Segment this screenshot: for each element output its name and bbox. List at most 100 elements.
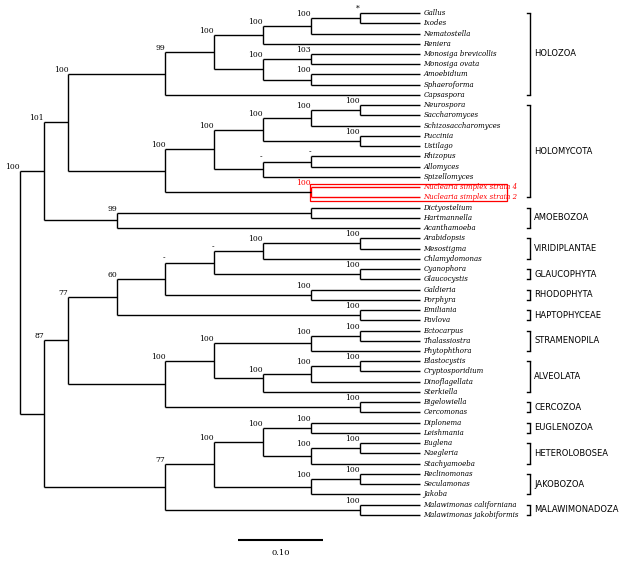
Text: Nuclearia simplex strain 2: Nuclearia simplex strain 2 xyxy=(423,194,518,201)
Text: GLAUCOPHYTA: GLAUCOPHYTA xyxy=(534,270,596,279)
Text: 100: 100 xyxy=(345,435,360,443)
Text: Sphaeroforma: Sphaeroforma xyxy=(423,81,474,89)
Text: 100: 100 xyxy=(248,366,262,374)
Text: 100: 100 xyxy=(345,323,360,330)
Text: Chlamydomonas: Chlamydomonas xyxy=(423,255,482,263)
Text: AMOEBOZOA: AMOEBOZOA xyxy=(534,213,589,222)
Text: Puccinia: Puccinia xyxy=(423,132,454,140)
Text: Malawimonas jakobiformis: Malawimonas jakobiformis xyxy=(423,511,519,519)
Text: 100: 100 xyxy=(345,466,360,474)
Text: Diplonema: Diplonema xyxy=(423,419,461,427)
Text: Ectocarpus: Ectocarpus xyxy=(423,327,463,334)
Text: Pavlova: Pavlova xyxy=(423,316,451,324)
Text: 100: 100 xyxy=(345,261,360,269)
Text: Saccharomyces: Saccharomyces xyxy=(423,112,479,119)
Text: Neurospora: Neurospora xyxy=(423,101,466,109)
Text: Gallus: Gallus xyxy=(423,9,445,17)
Text: 100: 100 xyxy=(248,51,262,59)
Text: 100: 100 xyxy=(200,27,214,35)
Text: Dictyostelium: Dictyostelium xyxy=(423,204,472,211)
Text: -: - xyxy=(260,154,262,162)
Text: 103: 103 xyxy=(296,46,311,54)
Text: Phytophthora: Phytophthora xyxy=(423,347,472,355)
Text: ALVEOLATA: ALVEOLATA xyxy=(534,372,582,381)
Text: 100: 100 xyxy=(345,231,360,238)
Text: 99: 99 xyxy=(107,205,117,213)
Text: Ustilago: Ustilago xyxy=(423,142,453,150)
Text: Stachyamoeba: Stachyamoeba xyxy=(423,459,476,468)
Text: -: - xyxy=(211,243,214,251)
Text: 100: 100 xyxy=(248,420,262,428)
Text: HETEROLOBOSEA: HETEROLOBOSEA xyxy=(534,449,609,458)
Text: Cryptosporidium: Cryptosporidium xyxy=(423,367,484,375)
Text: 100: 100 xyxy=(296,179,311,187)
Text: Allomyces: Allomyces xyxy=(423,163,460,171)
Text: Rhizopus: Rhizopus xyxy=(423,153,456,160)
Text: 100: 100 xyxy=(5,163,20,171)
Text: 100: 100 xyxy=(151,141,166,149)
Text: Nematostella: Nematostella xyxy=(423,30,471,38)
Text: 60: 60 xyxy=(107,270,117,279)
Text: Mesostigma: Mesostigma xyxy=(423,245,467,252)
Text: CERCOZOA: CERCOZOA xyxy=(534,403,582,412)
Text: RHODOPHYTA: RHODOPHYTA xyxy=(534,290,593,299)
Text: 87: 87 xyxy=(35,333,44,341)
Text: 100: 100 xyxy=(200,335,214,343)
Text: Naegleria: Naegleria xyxy=(423,449,458,457)
Text: Monosiga brevicollis: Monosiga brevicollis xyxy=(423,50,497,58)
Text: 99: 99 xyxy=(156,44,166,52)
Text: Acanthamoeba: Acanthamoeba xyxy=(423,224,476,232)
Text: Reclinomonas: Reclinomonas xyxy=(423,470,473,478)
Text: 100: 100 xyxy=(248,110,262,118)
Text: Euglena: Euglena xyxy=(423,439,452,447)
Text: -: - xyxy=(163,255,166,263)
Text: 100: 100 xyxy=(345,128,360,136)
Text: *: * xyxy=(356,5,360,13)
Text: Glaucocystis: Glaucocystis xyxy=(423,275,468,283)
Text: 101: 101 xyxy=(29,114,44,122)
Text: JAKOBOZOA: JAKOBOZOA xyxy=(534,480,584,489)
Text: Spizellomyces: Spizellomyces xyxy=(423,173,474,181)
Text: Emiliania: Emiliania xyxy=(423,306,457,314)
Text: 100: 100 xyxy=(345,97,360,105)
Text: Cercomonas: Cercomonas xyxy=(423,408,467,416)
Text: Bigelowiella: Bigelowiella xyxy=(423,398,467,406)
Text: EUGLENOZOA: EUGLENOZOA xyxy=(534,424,593,433)
Text: 100: 100 xyxy=(296,440,311,448)
Text: Arabidopsis: Arabidopsis xyxy=(423,234,465,242)
Text: 100: 100 xyxy=(248,18,262,26)
Text: Sterkiella: Sterkiella xyxy=(423,388,458,396)
Text: Jakoba: Jakoba xyxy=(423,490,447,498)
Text: STRAMENOPILA: STRAMENOPILA xyxy=(534,336,600,345)
Text: Malawimonas californiana: Malawimonas californiana xyxy=(423,500,517,509)
Text: 100: 100 xyxy=(296,415,311,422)
Text: Ixodes: Ixodes xyxy=(423,19,447,27)
Text: Reniera: Reniera xyxy=(423,40,451,48)
Text: Thalassiostra: Thalassiostra xyxy=(423,337,471,345)
Text: 100: 100 xyxy=(296,102,311,111)
Text: 100: 100 xyxy=(296,66,311,75)
Text: Seculamonas: Seculamonas xyxy=(423,480,470,488)
Text: 100: 100 xyxy=(248,236,262,243)
Text: Monosiga ovata: Monosiga ovata xyxy=(423,60,479,68)
Text: 100: 100 xyxy=(296,282,311,289)
Text: Hartmannella: Hartmannella xyxy=(423,214,472,222)
Text: 100: 100 xyxy=(345,496,360,504)
Text: 77: 77 xyxy=(59,289,68,297)
Text: Galdieria: Galdieria xyxy=(423,286,456,293)
Text: 100: 100 xyxy=(345,353,360,361)
Text: 100: 100 xyxy=(296,358,311,366)
Text: 100: 100 xyxy=(345,394,360,402)
Text: HOLOZOA: HOLOZOA xyxy=(534,49,577,58)
Text: Amoebidium: Amoebidium xyxy=(423,71,468,79)
Text: 100: 100 xyxy=(296,471,311,479)
Text: 100: 100 xyxy=(200,434,214,442)
Bar xyxy=(310,184,507,201)
Text: Dinoflagellata: Dinoflagellata xyxy=(423,378,473,386)
Text: Nuclearia simplex strain 4: Nuclearia simplex strain 4 xyxy=(423,183,518,191)
Text: Schizosaccharomyces: Schizosaccharomyces xyxy=(423,122,500,130)
Text: 100: 100 xyxy=(345,302,360,310)
Text: Porphyra: Porphyra xyxy=(423,296,456,304)
Text: 100: 100 xyxy=(296,10,311,18)
Text: HAPTOPHYCEAE: HAPTOPHYCEAE xyxy=(534,311,602,320)
